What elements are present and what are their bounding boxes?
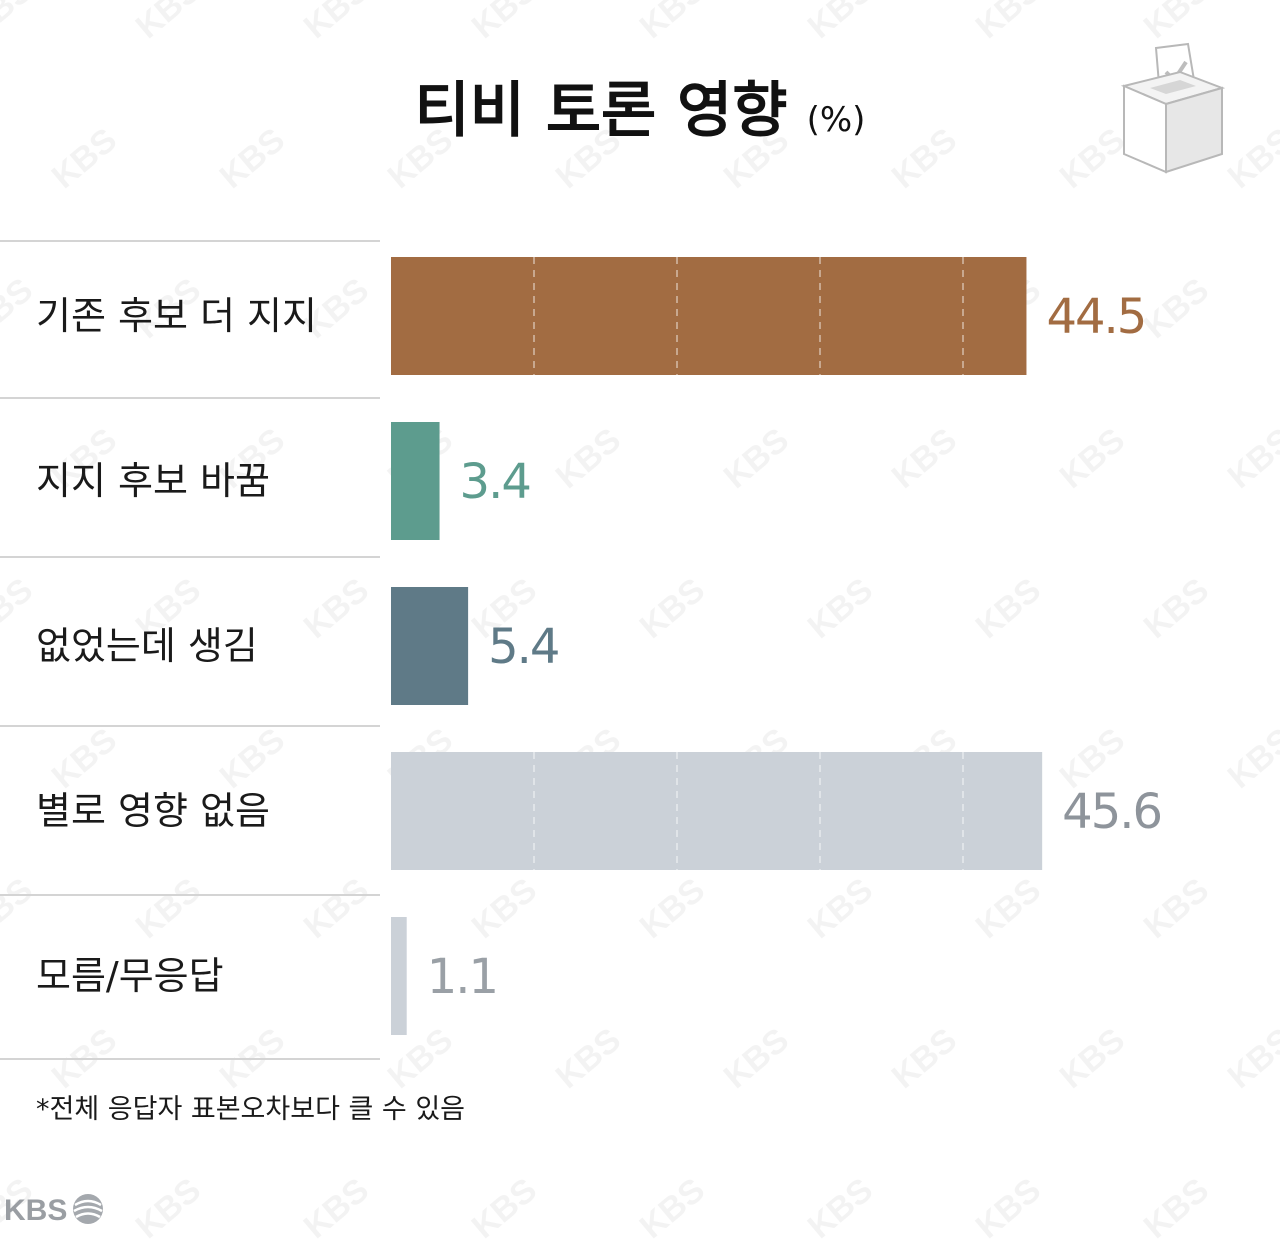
kbs-watermark: KBS: [465, 1171, 544, 1246]
kbs-logo: KBS: [4, 1194, 103, 1227]
bar-1: [391, 257, 1027, 375]
bar-2: [391, 422, 440, 540]
value-label-2: 3.4: [460, 454, 530, 510]
kbs-watermark: KBS: [0, 871, 40, 946]
kbs-watermark: KBS: [0, 0, 40, 46]
value-label-3: 5.4: [488, 619, 558, 675]
kbs-watermark: KBS: [297, 871, 376, 946]
kbs-watermark: KBS: [213, 721, 292, 796]
kbs-watermark: KBS: [1221, 1021, 1280, 1096]
kbs-watermark: KBS: [801, 871, 880, 946]
kbs-watermark: KBS: [1053, 1021, 1132, 1096]
kbs-watermark: KBS: [717, 421, 796, 496]
kbs-watermark: KBS: [1221, 421, 1280, 496]
chart-title: 티비 토론 영향 (%): [415, 76, 866, 146]
value-label-1: 44.5: [1046, 289, 1145, 345]
chart-unit: (%): [807, 100, 866, 140]
kbs-watermark: KBS: [885, 121, 964, 196]
kbs-watermark: KBS: [297, 1171, 376, 1246]
kbs-watermark: KBS: [1137, 1171, 1216, 1246]
kbs-watermark: KBS: [549, 1021, 628, 1096]
kbs-watermark: KBS: [1221, 721, 1280, 796]
kbs-watermark: KBS: [969, 871, 1048, 946]
kbs-logo-icon: [73, 1194, 103, 1224]
kbs-watermark: KBS: [885, 1021, 964, 1096]
kbs-watermark: KBS: [45, 121, 124, 196]
kbs-watermark: KBS: [1137, 571, 1216, 646]
kbs-watermark: KBS: [297, 571, 376, 646]
kbs-watermark: KBS: [801, 1171, 880, 1246]
kbs-watermark: KBS: [0, 571, 40, 646]
kbs-watermark: KBS: [213, 121, 292, 196]
value-label-4: 45.6: [1062, 784, 1161, 840]
ballot-box-icon: [1120, 42, 1226, 174]
category-label: 기존 후보 더 지지: [36, 294, 317, 338]
category-label: 별로 영향 없음: [36, 789, 270, 833]
kbs-watermark: KBS: [129, 0, 208, 46]
bar-5: [391, 917, 407, 1035]
chart-rows: 기존 후보 더 지지 44.5 지지 후보 바꿈 3.4 없었는데 생김 5.4 별로 영향…: [0, 240, 1163, 1060]
kbs-watermark: KBS: [0, 271, 40, 346]
kbs-watermark: KBS: [465, 871, 544, 946]
kbs-watermark: KBS: [1221, 121, 1280, 196]
kbs-watermark: KBS: [45, 721, 124, 796]
kbs-watermark: KBS: [633, 1171, 712, 1246]
kbs-watermark: KBS: [465, 0, 544, 46]
kbs-watermark: KBS: [801, 571, 880, 646]
kbs-watermark: KBS: [717, 1021, 796, 1096]
kbs-watermark: KBS: [1053, 421, 1132, 496]
kbs-watermark: KBS: [969, 1171, 1048, 1246]
kbs-watermark: KBS: [633, 871, 712, 946]
kbs-watermark: KBS: [885, 421, 964, 496]
category-label: 없었는데 생김: [36, 624, 258, 668]
kbs-watermark: KBS: [969, 0, 1048, 46]
kbs-watermark: KBS: [549, 421, 628, 496]
kbs-watermark: KBS: [1053, 121, 1132, 196]
kbs-watermark: KBS: [801, 0, 880, 46]
kbs-logo-text: KBS: [4, 1194, 67, 1227]
kbs-watermark: KBS: [129, 1171, 208, 1246]
kbs-watermark: KBS: [633, 0, 712, 46]
kbs-watermark: KBS: [1137, 271, 1216, 346]
kbs-watermark: KBS: [969, 571, 1048, 646]
value-label-5: 1.1: [427, 949, 497, 1005]
kbs-watermark: KBS: [297, 0, 376, 46]
bar-3: [391, 587, 469, 705]
category-label: 모름/무응답: [36, 954, 224, 998]
footnote: *전체 응답자 표본오차보다 클 수 있음: [36, 1094, 465, 1125]
category-label: 지지 후보 바꿈: [36, 459, 270, 503]
kbs-watermark: KBS: [1137, 0, 1216, 46]
kbs-watermark: KBS: [129, 871, 208, 946]
chart-title-text: 티비 토론 영향: [415, 76, 788, 146]
bar-4: [391, 752, 1043, 870]
kbs-watermark: KBS: [1137, 871, 1216, 946]
kbs-watermark: KBS: [633, 571, 712, 646]
